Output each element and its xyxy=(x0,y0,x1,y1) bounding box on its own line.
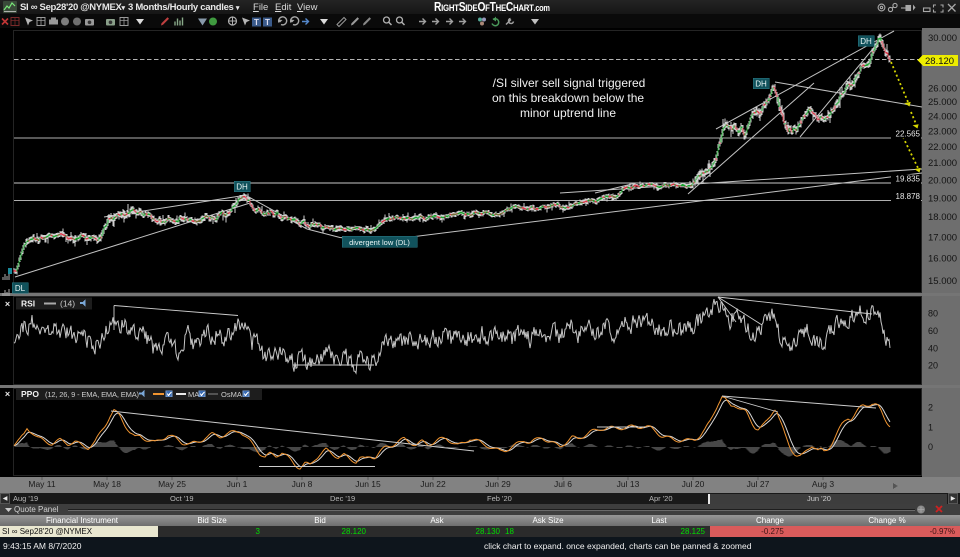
svg-text:MA: MA xyxy=(188,390,199,399)
svg-text:18.878: 18.878 xyxy=(896,192,921,201)
svg-text:Jul 13: Jul 13 xyxy=(617,479,640,489)
svg-text:20.000: 20.000 xyxy=(928,175,957,186)
svg-text:DH: DH xyxy=(236,182,248,191)
svg-text:Jun 29: Jun 29 xyxy=(485,479,511,489)
svg-text:2: 2 xyxy=(928,403,933,413)
svg-text:25.000: 25.000 xyxy=(928,97,957,108)
svg-text:(12, 26, 9 - EMA, EMA, EMA): (12, 26, 9 - EMA, EMA, EMA) xyxy=(45,390,140,399)
svg-text:divergent low (DL): divergent low (DL) xyxy=(349,238,410,247)
svg-text:Jul 6: Jul 6 xyxy=(554,479,572,489)
svg-text:22.000: 22.000 xyxy=(928,142,957,153)
svg-text:DH: DH xyxy=(755,79,767,88)
svg-text:18.000: 18.000 xyxy=(928,212,957,223)
svg-text:T: T xyxy=(265,18,270,27)
svg-text:22.565: 22.565 xyxy=(896,129,921,138)
svg-text:Jul 20: Jul 20 xyxy=(682,479,705,489)
svg-text:Jun 22: Jun 22 xyxy=(420,479,446,489)
svg-text:28.120: 28.120 xyxy=(925,56,954,67)
svg-text:on this breakdown below the: on this breakdown below the xyxy=(492,91,644,105)
svg-text:20: 20 xyxy=(928,361,938,371)
svg-text:40: 40 xyxy=(928,343,938,353)
svg-text:26.000: 26.000 xyxy=(928,83,957,94)
svg-text:(14): (14) xyxy=(60,299,75,309)
svg-text:80: 80 xyxy=(928,309,938,319)
svg-text:24.000: 24.000 xyxy=(928,111,957,122)
svg-text:minor uptrend line: minor uptrend line xyxy=(520,106,616,120)
svg-text:17.000: 17.000 xyxy=(928,232,957,243)
svg-text:×: × xyxy=(5,299,10,309)
svg-text:23.000: 23.000 xyxy=(928,126,957,137)
svg-text:May 11: May 11 xyxy=(28,479,56,489)
svg-text:0: 0 xyxy=(928,442,933,452)
svg-text:DL: DL xyxy=(15,284,26,293)
svg-text:/SI silver sell signal trigger: /SI silver sell signal triggered xyxy=(493,76,646,90)
svg-text:DH: DH xyxy=(860,37,872,46)
svg-text:19.000: 19.000 xyxy=(928,193,957,204)
svg-text:16.000: 16.000 xyxy=(928,254,957,265)
svg-text:15.000: 15.000 xyxy=(928,276,957,287)
svg-text:May 25: May 25 xyxy=(158,479,186,489)
svg-text:May 18: May 18 xyxy=(93,479,121,489)
svg-text:1: 1 xyxy=(928,422,933,432)
svg-text:Jun 15: Jun 15 xyxy=(355,479,381,489)
svg-text:PPO: PPO xyxy=(21,389,39,399)
svg-text:60: 60 xyxy=(928,326,938,336)
svg-text:19.835: 19.835 xyxy=(896,175,921,184)
svg-text:21.000: 21.000 xyxy=(928,158,957,169)
svg-text:30.000: 30.000 xyxy=(928,33,957,44)
svg-text:Jun 1: Jun 1 xyxy=(227,479,248,489)
svg-text:RSI: RSI xyxy=(21,299,35,309)
svg-text:T: T xyxy=(254,18,259,27)
svg-text:Jul 27: Jul 27 xyxy=(747,479,770,489)
svg-text:Jun 8: Jun 8 xyxy=(292,479,313,489)
svg-text:×: × xyxy=(5,389,10,399)
svg-text:OsMA: OsMA xyxy=(221,390,242,399)
svg-text:Aug 3: Aug 3 xyxy=(812,479,834,489)
